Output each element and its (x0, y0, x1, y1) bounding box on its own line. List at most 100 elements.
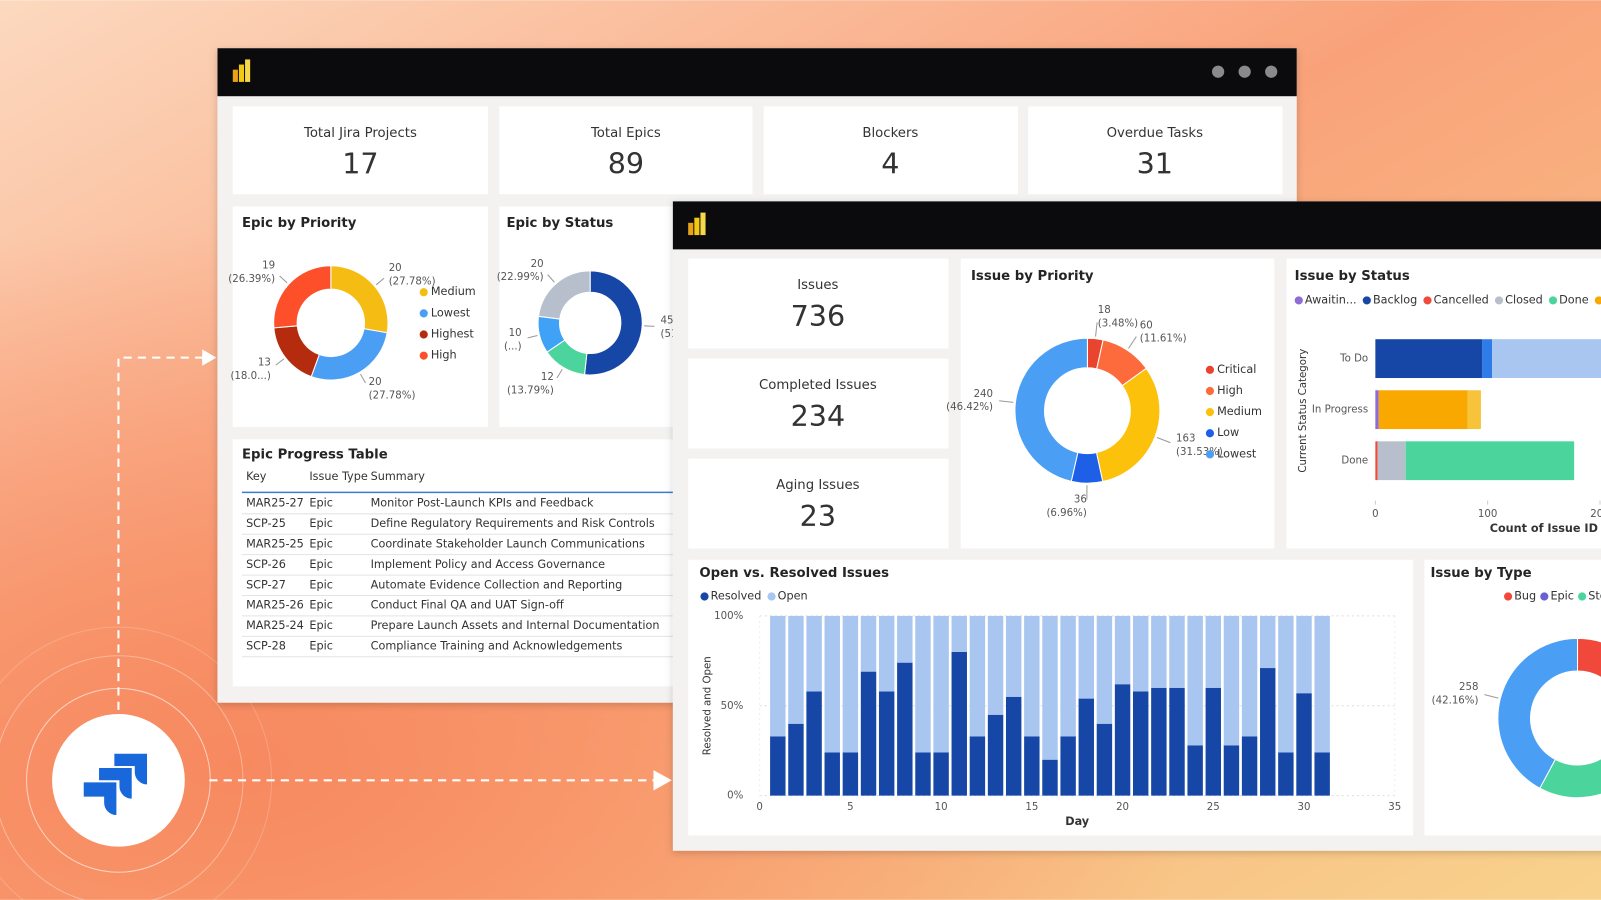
data-label-percent: (42.16%) (1432, 695, 1479, 706)
data-label: 45 (661, 316, 674, 327)
leader-line (279, 275, 288, 284)
bar-segment (897, 615, 913, 663)
data-label: 20 (369, 377, 382, 388)
bar-segment (1296, 615, 1312, 694)
card (688, 358, 949, 449)
kpi-label: Blockers (862, 126, 918, 141)
x-tick-label: 35 (1388, 802, 1401, 813)
data-label-percent: (31.53%) (1176, 447, 1223, 458)
bar-segment (933, 615, 949, 753)
logo-bar (232, 69, 238, 82)
legend-swatch (1294, 296, 1303, 305)
data-label-percent: (46.42%) (946, 402, 993, 413)
bar-segment (1078, 698, 1094, 796)
legend-label: High (431, 349, 457, 362)
legend-label: Backlog (1373, 293, 1417, 306)
leader-line (375, 277, 385, 286)
x-axis-title: Day (1065, 815, 1090, 828)
bar-segment (1260, 668, 1276, 796)
legend-label: Medium (1217, 405, 1262, 418)
logo-bar (700, 212, 706, 236)
bar-segment (1223, 615, 1240, 746)
leader-line (1128, 336, 1137, 349)
connector (117, 356, 205, 710)
panel-title: Epic Progress Table (242, 448, 388, 463)
leader-line (1156, 437, 1171, 444)
y-axis-title: Current Status Category (1298, 349, 1309, 473)
bar-segment (969, 615, 986, 737)
arrow-head (202, 349, 217, 366)
bar-segment (1151, 615, 1167, 688)
kpi-value: 736 (791, 299, 846, 333)
legend-swatch (1205, 386, 1215, 396)
legend-swatch (1578, 592, 1587, 601)
table-cell: SCP-25 (246, 517, 286, 530)
bar-segment (1151, 687, 1167, 796)
bar-segment (1060, 736, 1076, 796)
bar-segment (770, 736, 786, 796)
logo-part (99, 768, 132, 799)
legend-swatch (1504, 592, 1513, 601)
table-cell: Conduct Final QA and UAT Sign-off (371, 599, 564, 612)
bar-segment (860, 671, 877, 796)
bar-segment (1005, 615, 1022, 697)
bar-segment (1241, 736, 1258, 796)
bar-segment (1405, 441, 1575, 481)
bar-segment (1377, 441, 1406, 481)
bar-segment (1378, 390, 1468, 430)
legend-label: Cancelled (1434, 293, 1489, 306)
bar-segment (1024, 736, 1040, 796)
card (763, 106, 1018, 195)
legend-label: Lowest (1217, 447, 1257, 460)
bar-segment (1060, 615, 1076, 737)
table-cell: SCP-27 (246, 578, 286, 591)
legend-swatch (1205, 365, 1215, 374)
bar-segment (1278, 615, 1294, 753)
bar-segment (1114, 615, 1131, 685)
x-tick-label: 5 (847, 802, 854, 813)
bar-segment (1482, 339, 1493, 379)
logo-bar (245, 59, 251, 82)
bar-segment (915, 615, 931, 753)
logo-part (114, 753, 148, 785)
bar-segment (897, 662, 913, 796)
data-label-percent: (22.99%) (497, 272, 544, 283)
bar-segment (1133, 615, 1149, 692)
x-tick-label: 100 (1478, 509, 1497, 520)
bar-segment (1005, 696, 1022, 796)
card (688, 258, 949, 349)
window-dot (1265, 65, 1278, 78)
logo-part (83, 782, 117, 816)
bar-segment (860, 615, 877, 672)
card (688, 458, 949, 549)
panel-title: Epic by Status (506, 216, 613, 231)
bar-segment (1296, 693, 1312, 796)
bar-segment (1096, 615, 1113, 724)
data-label: 20 (531, 259, 544, 270)
table-cell: Implement Policy and Access Governance (371, 558, 606, 571)
window-front: Issues 736 Completed Issues 234 Aging Issues… (672, 201, 1601, 851)
legend-label: High (1217, 384, 1243, 397)
data-label-percent: (26.39%) (228, 274, 275, 285)
kpi-value: 31 (1137, 147, 1173, 181)
category-label: Done (1341, 456, 1368, 467)
legend-label: Sto (1588, 590, 1601, 603)
bar-segment (842, 752, 859, 796)
kpi-label: Total Jira Projects (303, 126, 417, 141)
legend-swatch (419, 351, 428, 360)
data-label: 10 (509, 328, 522, 339)
logo-bar (694, 217, 700, 236)
x-tick-label: 10 (935, 802, 948, 813)
x-tick-label: 0 (1372, 509, 1379, 520)
table-cell: Automate Evidence Collection and Reporti… (371, 578, 623, 591)
table-cell: Epic (309, 497, 333, 510)
data-label-percent: (27.78%) (389, 276, 436, 287)
bar-segment (1096, 723, 1113, 796)
x-tick-label: 25 (1207, 802, 1220, 813)
arrow-head (653, 770, 672, 791)
category-label: In Progress (1312, 405, 1368, 416)
leader-line (644, 325, 655, 327)
data-label-percent: (18.0...) (230, 371, 270, 382)
